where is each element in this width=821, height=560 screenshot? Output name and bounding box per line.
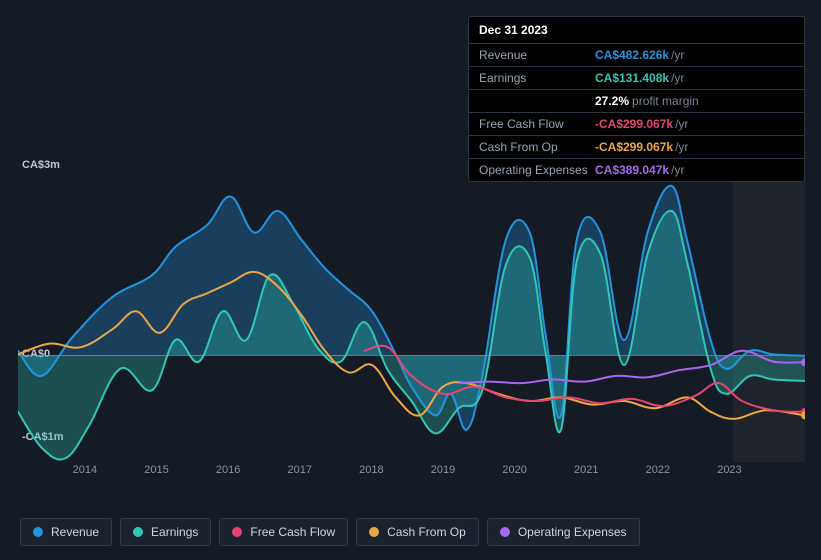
legend-item-label: Revenue — [51, 525, 99, 539]
x-tick-label: 2015 — [144, 464, 168, 476]
tooltip-row: Operating ExpensesCA$389.047k /yr — [469, 159, 804, 181]
legend-item-free-cash-flow[interactable]: Free Cash Flow — [219, 518, 348, 546]
tooltip-row-suffix: /yr — [675, 117, 688, 131]
tooltip-row-value: -CA$299.067k — [595, 117, 673, 131]
tooltip-card: Dec 31 2023 RevenueCA$482.626k /yrEarnin… — [468, 16, 805, 182]
x-tick-label: 2021 — [574, 464, 598, 476]
tooltip-row-value: CA$482.626k — [595, 48, 669, 62]
legend-dot-icon — [133, 527, 143, 537]
legend-item-revenue[interactable]: Revenue — [20, 518, 112, 546]
chart-plot-area[interactable] — [18, 175, 805, 462]
x-tick-label: 2018 — [359, 464, 383, 476]
chart-svg — [18, 175, 805, 462]
legend-item-operating-expenses[interactable]: Operating Expenses — [487, 518, 640, 546]
tooltip-profit-margin-label: profit margin — [632, 94, 699, 108]
legend-item-label: Free Cash Flow — [250, 525, 335, 539]
tooltip-row-label: Operating Expenses — [479, 163, 595, 177]
x-tick-label: 2017 — [287, 464, 311, 476]
legend-dot-icon — [33, 527, 43, 537]
tooltip-row-suffix: /yr — [675, 140, 688, 154]
tooltip-row: Free Cash Flow-CA$299.067k /yr — [469, 113, 804, 136]
tooltip-row-label: Earnings — [479, 71, 595, 85]
x-tick-label: 2014 — [73, 464, 97, 476]
tooltip-row-label: Free Cash Flow — [479, 117, 595, 131]
legend-item-earnings[interactable]: Earnings — [120, 518, 211, 546]
legend-item-label: Cash From Op — [387, 525, 466, 539]
tooltip-date: Dec 31 2023 — [469, 17, 804, 44]
x-tick-label: 2023 — [717, 464, 741, 476]
tooltip-row-value: CA$389.047k — [595, 163, 669, 177]
tooltip-row-label: Cash From Op — [479, 140, 595, 154]
tooltip-row: 27.2%profit margin — [469, 90, 804, 113]
legend-item-label: Operating Expenses — [518, 525, 627, 539]
tooltip-row-suffix: /yr — [671, 71, 684, 85]
tooltip-profit-margin-value: 27.2% — [595, 94, 629, 108]
tooltip-row: Cash From Op-CA$299.067k /yr — [469, 136, 804, 159]
tooltip-row-suffix: /yr — [671, 163, 684, 177]
legend-item-cash-from-op[interactable]: Cash From Op — [356, 518, 479, 546]
x-tick-label: 2020 — [502, 464, 526, 476]
y-axis-label-top: CA$3m — [22, 159, 60, 171]
x-tick-label: 2019 — [431, 464, 455, 476]
legend-dot-icon — [500, 527, 510, 537]
tooltip-row-value: CA$131.408k — [595, 71, 669, 85]
legend-dot-icon — [232, 527, 242, 537]
legend-dot-icon — [369, 527, 379, 537]
legend: Revenue Earnings Free Cash Flow Cash From O… — [20, 518, 640, 546]
tooltip-row-suffix: /yr — [671, 48, 684, 62]
x-axis: 2014 2015 2016 2017 2018 2019 2020 2021 2022 2023 — [18, 464, 805, 484]
tooltip-row-label: Revenue — [479, 48, 595, 62]
legend-item-label: Earnings — [151, 525, 198, 539]
tooltip-row-value: -CA$299.067k — [595, 140, 673, 154]
tooltip-row: EarningsCA$131.408k /yr — [469, 67, 804, 90]
tooltip-row: RevenueCA$482.626k /yr — [469, 44, 804, 67]
x-tick-label: 2022 — [646, 464, 670, 476]
x-tick-label: 2016 — [216, 464, 240, 476]
